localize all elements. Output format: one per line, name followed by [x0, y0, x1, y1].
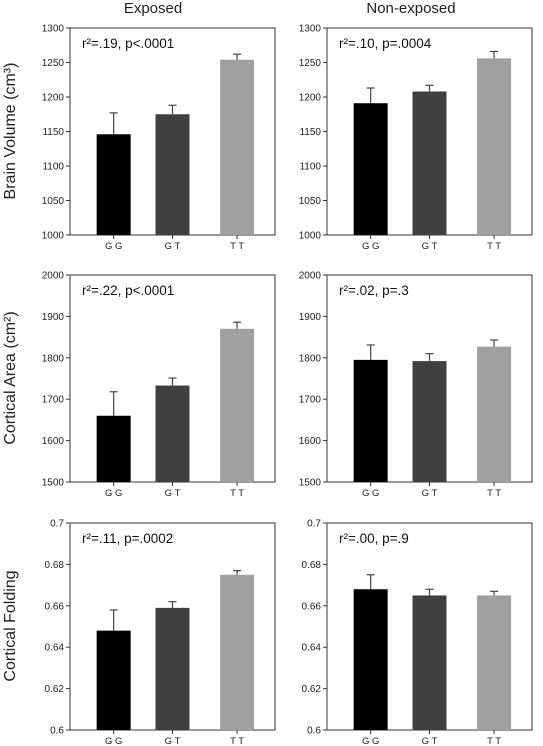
y-tick-label: 2000	[299, 271, 322, 282]
y-tick-label: 1700	[299, 395, 322, 406]
x-tick-label: T T	[487, 488, 501, 499]
y-tick-label: 1150	[42, 127, 64, 138]
bar-brain-volume-exposed-1	[155, 114, 190, 235]
bar-cortical-area-nonexposed-2	[477, 346, 512, 482]
bar-cortical-area-nonexposed-0	[353, 359, 388, 482]
y-tick-label: 1300	[42, 24, 65, 35]
x-tick-label: G T	[165, 736, 181, 746]
stat-annotation: r²=.10, p=.0004	[339, 36, 432, 51]
row-label-cortical-folding: Cortical Folding	[2, 570, 19, 681]
bar-cortical-folding-nonexposed-1	[412, 595, 447, 730]
row-label-cortical-area: Cortical Area (cm²)	[2, 311, 19, 444]
y-tick-label: 1900	[299, 312, 322, 323]
y-tick-label: 1800	[299, 353, 322, 364]
bar-cortical-area-nonexposed-1	[412, 361, 447, 482]
y-tick-label: 0.66	[302, 601, 322, 612]
bar-brain-volume-nonexposed-2	[477, 58, 512, 235]
x-tick-label: T T	[230, 736, 244, 746]
y-tick-label: 0.62	[302, 684, 322, 695]
y-tick-label: 0.7	[307, 519, 321, 530]
x-tick-label: G T	[422, 488, 438, 499]
y-tick-label: 1300	[299, 24, 322, 35]
row-label-brain-volume: Brain Volume (cm³)	[2, 63, 19, 200]
x-tick-label: T T	[230, 241, 244, 252]
y-tick-label: 0.64	[45, 643, 65, 654]
x-tick-label: G T	[165, 488, 181, 499]
y-tick-label: 1100	[42, 162, 64, 173]
y-tick-label: 1500	[299, 478, 322, 489]
y-tick-label: 1800	[42, 353, 65, 364]
panel-brain-volume-exposed: 1000 1050 1100 1150 1200 1250 1300 G G G T T T r²=…	[42, 24, 276, 252]
y-tick-label: 1050	[299, 196, 322, 207]
y-tick-label: 1700	[42, 395, 65, 406]
bar-brain-volume-nonexposed-1	[412, 91, 447, 235]
y-tick-label: 1900	[42, 312, 65, 323]
panel-cortical-folding-exposed: 0.6 0.62 0.64 0.66 0.68 0.7 G G G T T T r²=.11, p…	[45, 519, 276, 746]
y-tick-label: 1000	[42, 231, 65, 242]
bar-cortical-folding-exposed-0	[96, 630, 131, 730]
bar-cortical-area-exposed-1	[155, 385, 190, 482]
y-tick-label: 1150	[299, 127, 321, 138]
y-tick-label: 1600	[42, 436, 65, 447]
x-tick-label: G G	[362, 488, 379, 499]
y-tick-label: 0.64	[302, 643, 322, 654]
y-tick-label: 0.66	[45, 601, 65, 612]
x-tick-label: G G	[105, 241, 122, 252]
x-tick-label: T T	[487, 736, 501, 746]
y-tick-label: 0.68	[45, 560, 65, 571]
y-tick-label: 1050	[42, 196, 65, 207]
y-tick-label: 1200	[299, 93, 322, 104]
y-tick-label: 1600	[299, 436, 322, 447]
y-tick-label: 1250	[299, 58, 322, 69]
x-tick-label: G G	[362, 241, 379, 252]
y-tick-label: 1250	[42, 58, 65, 69]
x-tick-label: T T	[230, 488, 244, 499]
y-tick-label: 0.6	[307, 726, 321, 737]
bar-cortical-folding-nonexposed-0	[353, 589, 388, 730]
stat-annotation: r²=.19, p<.0001	[82, 36, 174, 51]
x-tick-label: T T	[487, 241, 501, 252]
panel-cortical-area-exposed: 1500 1600 1700 1800 1900 2000 G G G T T T r²=.22,…	[42, 271, 276, 499]
y-tick-label: 1000	[299, 231, 322, 242]
bar-cortical-area-exposed-2	[220, 328, 255, 482]
y-tick-label: 1200	[42, 93, 65, 104]
y-tick-label: 0.6	[50, 726, 64, 737]
stat-annotation: r²=.02, p=.3	[339, 283, 409, 298]
panel-cortical-area-nonexposed: 1500 1600 1700 1800 1900 2000 G G G T T T r²=.02,…	[299, 271, 533, 499]
bar-cortical-folding-nonexposed-2	[477, 595, 512, 730]
y-tick-label: 0.68	[302, 560, 322, 571]
y-tick-label: 1100	[299, 162, 321, 173]
y-tick-label: 2000	[42, 271, 65, 282]
stat-annotation: r²=.22, p<.0001	[82, 283, 174, 298]
bar-brain-volume-exposed-0	[96, 134, 131, 235]
bar-brain-volume-exposed-2	[220, 59, 255, 235]
bar-cortical-folding-exposed-1	[155, 607, 190, 730]
y-tick-label: 1500	[42, 478, 65, 489]
y-tick-label: 0.62	[45, 684, 65, 695]
x-tick-label: G T	[422, 241, 438, 252]
panel-cortical-folding-nonexposed: 0.6 0.62 0.64 0.66 0.68 0.7 G G G T T T r²=.00, p…	[302, 519, 533, 746]
x-tick-label: G T	[165, 241, 181, 252]
column-title-nonexposed: Non-exposed	[366, 0, 455, 17]
x-tick-label: G G	[362, 736, 379, 746]
x-tick-label: G G	[105, 488, 122, 499]
bar-brain-volume-nonexposed-0	[353, 103, 388, 236]
x-tick-label: G T	[422, 736, 438, 746]
panel-brain-volume-nonexposed: 1000 1050 1100 1150 1200 1250 1300 G G G T T T r²=…	[299, 24, 533, 252]
bar-cortical-folding-exposed-2	[220, 574, 255, 730]
y-tick-label: 0.7	[50, 519, 64, 530]
column-title-exposed: Exposed	[124, 0, 182, 17]
stat-annotation: r²=.00, p=.9	[339, 531, 409, 546]
x-tick-label: G G	[105, 736, 122, 746]
stat-annotation: r²=.11, p=.0002	[82, 531, 173, 546]
bar-cortical-area-exposed-0	[96, 415, 131, 482]
